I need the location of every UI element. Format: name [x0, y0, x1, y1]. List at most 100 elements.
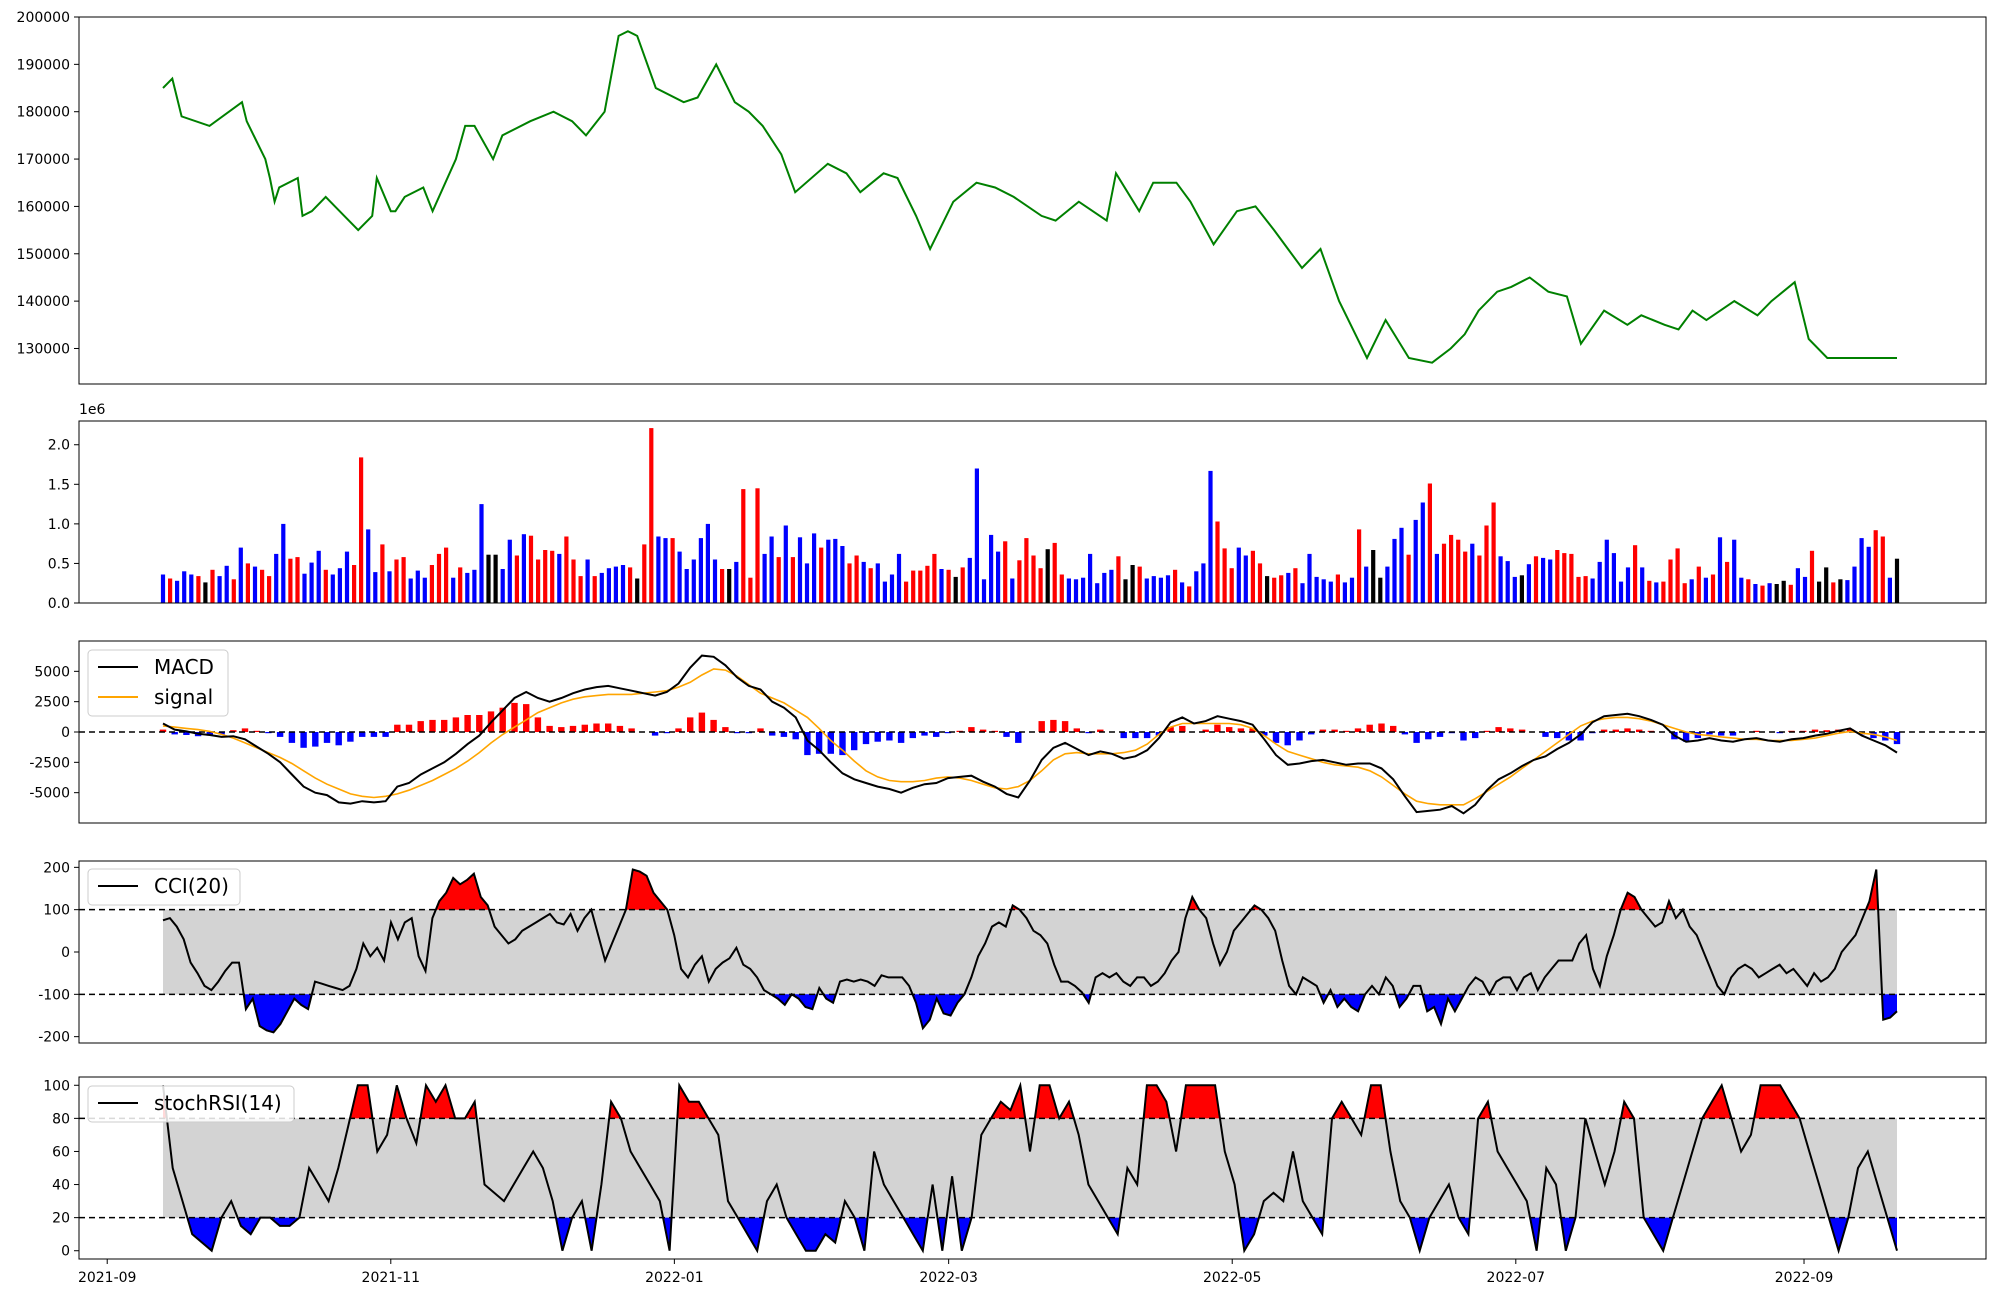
macd-hist-bar	[1846, 729, 1854, 732]
volume-bar	[840, 546, 845, 603]
volume-bar	[1265, 576, 1270, 603]
volume-bar	[656, 536, 661, 603]
volume-bar	[946, 569, 951, 603]
volume-bar	[1562, 553, 1567, 603]
macd-hist-bar	[1179, 725, 1186, 732]
volume-bar	[330, 574, 335, 603]
volume-bar	[1158, 577, 1163, 603]
macd-hist-bar	[312, 732, 319, 747]
volume-bar	[1059, 574, 1064, 603]
volume-bar	[1696, 566, 1701, 603]
stochrsi-y-tick-label: 0	[61, 1244, 70, 1260]
volume-bar	[238, 547, 243, 603]
volume-bar	[868, 568, 873, 603]
volume-bar	[1477, 555, 1482, 603]
macd-hist-bar	[851, 732, 858, 751]
macd-hist-bar	[733, 732, 741, 734]
volume-y-tick-label: 0.0	[48, 596, 70, 612]
volume-bar	[175, 580, 180, 603]
volume-bar	[1279, 575, 1284, 603]
volume-bar	[755, 488, 760, 603]
macd-hist-bar	[1354, 728, 1362, 732]
macd-hist-bar	[897, 732, 905, 743]
volume-bar	[1548, 559, 1553, 603]
volume-bar	[1300, 583, 1305, 603]
volume-bar	[564, 536, 569, 603]
macd-panel: -5000 -2500 0 2500 5000 MACD signal	[29, 640, 1987, 824]
cci-legend-label: CCI(20)	[154, 874, 229, 898]
macd-hist-bar	[1050, 719, 1057, 732]
volume-bar	[727, 569, 732, 603]
volume-bar	[960, 567, 965, 603]
cci-y-tick-label: 0	[61, 945, 70, 961]
volume-bar	[1073, 579, 1079, 603]
macd-hist-bar	[616, 725, 624, 732]
macd-hist-bar	[1729, 732, 1737, 736]
volume-bar	[1852, 566, 1857, 603]
macd-hist-bar	[1097, 729, 1104, 732]
macd-hist-bar	[1554, 732, 1561, 739]
volume-bar	[1555, 550, 1560, 603]
macd-hist-bar	[1472, 732, 1479, 739]
macd-hist-bar	[1390, 725, 1397, 732]
volume-bar	[804, 563, 810, 603]
volume-bar	[352, 565, 357, 603]
cci-neutral-band	[163, 909, 1897, 995]
stochrsi-panel: 0 20 40 60 80 100 stochRSI(14)	[43, 1076, 1987, 1260]
macd-hist-bar	[359, 732, 366, 737]
volume-bar	[1668, 559, 1673, 603]
volume-bar	[479, 504, 484, 603]
macd-hist-bar	[206, 732, 213, 736]
volume-bar	[578, 576, 583, 603]
x-tick-label: 2022-03	[919, 1270, 978, 1286]
volume-bar	[1880, 536, 1885, 603]
macd-hist-bar	[651, 732, 659, 736]
volume-bar	[1371, 550, 1376, 603]
volume-bar	[1066, 578, 1071, 603]
macd-hist-bar	[441, 719, 448, 732]
macd-hist-bar	[909, 732, 916, 739]
stochrsi-y-tick-label: 60	[52, 1144, 70, 1160]
volume-bar	[1392, 538, 1397, 603]
macd-hist-bar	[1706, 732, 1713, 735]
volume-bar	[1052, 542, 1057, 603]
macd-axes-frame	[78, 640, 1987, 824]
volume-bar	[1165, 575, 1171, 603]
volume-bar	[783, 525, 788, 603]
volume-bar	[1583, 576, 1588, 603]
cci-y-tick-label: -200	[38, 1030, 70, 1046]
volume-bar	[1286, 572, 1291, 603]
macd-hist-bar	[1061, 721, 1069, 732]
volume-bar	[896, 553, 902, 603]
volume-bar	[1003, 541, 1008, 603]
volume-bar	[953, 576, 958, 603]
volume-bar	[1689, 579, 1694, 603]
volume-bar	[557, 553, 562, 603]
volume-bar	[1010, 578, 1015, 603]
macd-hist-bar	[1565, 732, 1573, 741]
macd-hist-bar	[780, 732, 788, 737]
volume-bar	[748, 577, 753, 603]
price-y-tick-label: 190000	[17, 57, 70, 73]
volume-bar	[1038, 568, 1043, 603]
macd-y-tick-label: -2500	[29, 755, 70, 771]
volume-bar	[1484, 525, 1489, 603]
macd-hist-bar	[1167, 727, 1174, 732]
volume-bar	[769, 536, 774, 603]
macd-hist-bar	[979, 729, 987, 732]
macd-hist-bar	[300, 732, 307, 748]
volume-bar	[1654, 582, 1659, 603]
macd-hist-bar	[663, 732, 670, 734]
volume-bar	[1633, 545, 1638, 603]
volume-bar	[1243, 555, 1248, 603]
macd-hist-bar	[1015, 732, 1022, 743]
volume-bar	[741, 489, 746, 603]
price-line	[162, 30, 1897, 364]
volume-bar	[1413, 519, 1418, 603]
macd-hist-bar	[687, 717, 694, 732]
macd-hist-bar	[1542, 732, 1549, 737]
volume-bar	[1081, 577, 1086, 603]
volume-bar	[1463, 551, 1468, 603]
macd-hist-bar	[183, 732, 190, 735]
macd-hist-bar	[1577, 732, 1584, 741]
